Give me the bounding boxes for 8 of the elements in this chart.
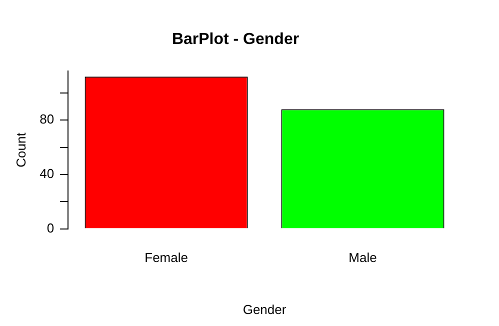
x-axis-title: Gender (242, 302, 287, 317)
y-tick-label: 0 (46, 220, 54, 236)
y-tick-label: 40 (40, 166, 54, 182)
chart-title: BarPlot - Gender (172, 31, 300, 48)
x-tick-label: Male (348, 250, 377, 266)
y-axis-title: Count (13, 132, 28, 168)
y-tick-label: 80 (40, 112, 54, 127)
x-tick-label: Female (144, 250, 188, 266)
